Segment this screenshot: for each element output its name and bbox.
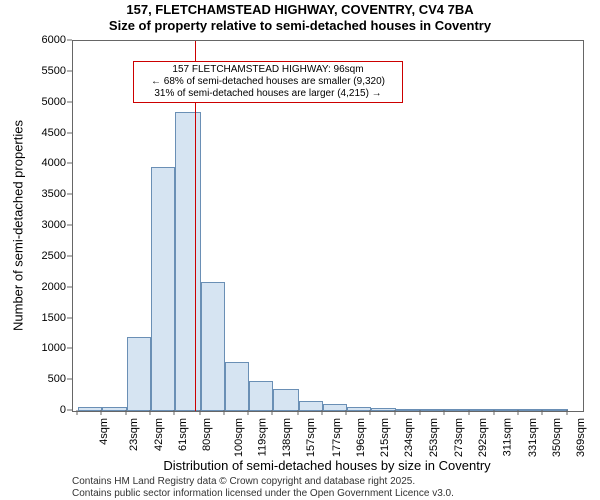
x-tick-mark — [77, 410, 78, 415]
histogram-bar — [78, 407, 102, 411]
x-tick-label: 119sqm — [256, 418, 268, 456]
x-tick-mark — [125, 410, 126, 415]
x-tick-label: 61sqm — [177, 418, 189, 451]
histogram-bar — [421, 409, 445, 411]
x-tick-label: 80sqm — [201, 418, 213, 451]
y-tick-mark — [67, 286, 72, 287]
x-tick-mark — [494, 410, 495, 415]
histogram-bar — [273, 389, 299, 411]
x-tick-label: 196sqm — [355, 418, 367, 457]
y-tick-label: 5000 — [0, 96, 66, 108]
histogram-bar — [127, 337, 151, 411]
x-tick-mark — [394, 410, 395, 415]
footer-line2: Contains public sector information licen… — [72, 488, 454, 499]
y-tick-mark — [67, 194, 72, 195]
y-tick-mark — [67, 348, 72, 349]
annotation-line: ← 68% of semi-detached houses are smalle… — [138, 76, 398, 88]
x-tick-mark — [247, 410, 248, 415]
y-tick-mark — [67, 163, 72, 164]
x-tick-label: 4sqm — [98, 418, 110, 445]
histogram-bar — [519, 409, 543, 411]
y-tick-mark — [67, 255, 72, 256]
x-axis-label: Distribution of semi-detached houses by … — [72, 458, 582, 473]
chart-container: 157, FLETCHAMSTEAD HIGHWAY, COVENTRY, CV… — [0, 0, 600, 500]
y-tick-label: 6000 — [0, 34, 66, 46]
x-tick-label: 138sqm — [281, 418, 293, 457]
x-tick-mark — [518, 410, 519, 415]
histogram-bar — [249, 381, 273, 411]
histogram-bar — [201, 282, 225, 412]
histogram-bar — [151, 167, 175, 411]
x-tick-label: 369sqm — [576, 418, 588, 457]
x-tick-label: 42sqm — [153, 418, 165, 451]
x-tick-label: 311sqm — [501, 418, 513, 456]
x-tick-mark — [199, 410, 200, 415]
x-tick-mark — [149, 410, 150, 415]
annotation-line: 31% of semi-detached houses are larger (… — [138, 88, 398, 100]
x-tick-label: 100sqm — [233, 418, 245, 457]
histogram-bar — [396, 409, 422, 411]
x-tick-mark — [370, 410, 371, 415]
plot-area: 157 FLETCHAMSTEAD HIGHWAY: 96sqm← 68% of… — [72, 40, 584, 412]
y-tick-mark — [67, 40, 72, 41]
histogram-bar — [543, 409, 567, 411]
y-tick-mark — [67, 317, 72, 318]
footer-line1: Contains HM Land Registry data © Crown c… — [72, 476, 415, 487]
annotation-line: 157 FLETCHAMSTEAD HIGHWAY: 96sqm — [138, 64, 398, 76]
x-tick-mark — [297, 410, 298, 415]
x-tick-mark — [542, 410, 543, 415]
chart-title-line1: 157, FLETCHAMSTEAD HIGHWAY, COVENTRY, CV… — [0, 2, 600, 17]
histogram-bar — [102, 407, 126, 411]
x-tick-label: 292sqm — [477, 418, 489, 457]
y-tick-mark — [67, 101, 72, 102]
x-tick-mark — [174, 410, 175, 415]
x-tick-mark — [444, 410, 445, 415]
histogram-bar — [445, 409, 469, 411]
x-tick-label: 177sqm — [331, 418, 343, 457]
histogram-bar — [470, 409, 496, 411]
histogram-bar — [299, 401, 323, 411]
annotation-box: 157 FLETCHAMSTEAD HIGHWAY: 96sqm← 68% of… — [133, 61, 403, 103]
x-tick-mark — [420, 410, 421, 415]
y-tick-label: 5500 — [0, 65, 66, 77]
y-tick-mark — [67, 410, 72, 411]
x-tick-mark — [566, 410, 567, 415]
x-tick-mark — [272, 410, 273, 415]
histogram-bar — [175, 112, 201, 411]
x-tick-label: 234sqm — [403, 418, 415, 457]
x-tick-label: 157sqm — [305, 418, 317, 457]
histogram-bar — [371, 408, 395, 411]
x-tick-mark — [346, 410, 347, 415]
x-tick-mark — [468, 410, 469, 415]
histogram-bar — [495, 409, 519, 411]
y-tick-mark — [67, 225, 72, 226]
y-tick-mark — [67, 70, 72, 71]
x-tick-mark — [223, 410, 224, 415]
x-tick-mark — [101, 410, 102, 415]
chart-title-line2: Size of property relative to semi-detach… — [0, 18, 600, 33]
histogram-bar — [323, 404, 347, 411]
x-tick-label: 331sqm — [527, 418, 539, 457]
y-tick-label: 0 — [0, 404, 66, 416]
x-tick-label: 215sqm — [379, 418, 391, 457]
y-tick-mark — [67, 379, 72, 380]
y-tick-mark — [67, 132, 72, 133]
histogram-bar — [347, 407, 371, 411]
histogram-bar — [225, 362, 249, 411]
y-tick-label: 500 — [0, 373, 66, 385]
x-tick-mark — [321, 410, 322, 415]
x-tick-label: 350sqm — [551, 418, 563, 457]
y-tick-label: 1000 — [0, 342, 66, 354]
x-tick-label: 273sqm — [453, 418, 465, 457]
x-tick-label: 23sqm — [128, 418, 140, 451]
y-axis-label: Number of semi-detached properties — [11, 116, 26, 336]
x-tick-label: 253sqm — [428, 418, 440, 457]
